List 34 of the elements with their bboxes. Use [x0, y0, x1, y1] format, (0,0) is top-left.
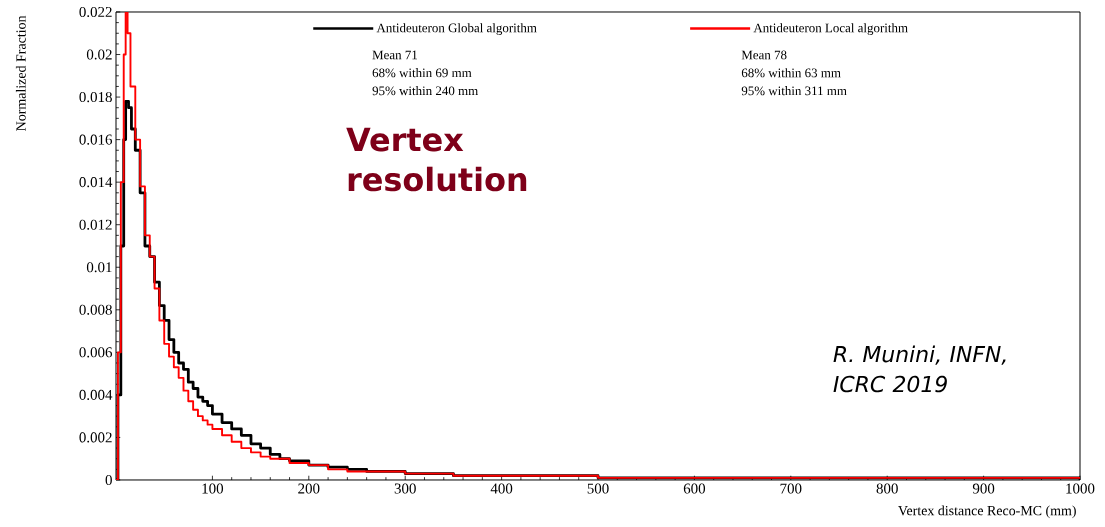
y-tick-label: 0.01 [86, 262, 112, 273]
x-tick-label: 300 [394, 483, 416, 494]
legend-label: Antideuteron Local algorithm [753, 23, 908, 35]
y-tick-label: 0.004 [79, 389, 113, 400]
annotation: 68% within 63 mm [741, 68, 841, 78]
y-tick-label: 0.012 [79, 219, 112, 230]
annotation: 95% within 311 mm [741, 86, 847, 96]
annotation: Mean 78 [741, 50, 787, 60]
x-tick-label: 400 [490, 483, 513, 494]
annotation: Vertex resolution [346, 127, 527, 192]
x-tick-label: 1000 [1066, 483, 1095, 494]
y-tick-label: 0.022 [79, 6, 112, 18]
y-axis-title: Normalized Fraction [15, 15, 26, 131]
y-tick-label: 0.014 [79, 177, 113, 188]
x-tick-label: 500 [587, 483, 609, 494]
y-tick-label: 0.002 [79, 432, 112, 443]
y-tick-label: 0.02 [86, 49, 112, 60]
y-tick-label: 0.018 [79, 92, 112, 103]
annotation: Mean 71 [372, 50, 417, 60]
x-tick-label: 600 [683, 483, 706, 494]
annotation: 68% within 69 mm [372, 68, 472, 78]
y-tick-label: 0 [105, 474, 112, 486]
x-tick-label: 700 [780, 483, 802, 494]
x-tick-label: 900 [972, 483, 995, 494]
annotation: R. Munini, INFN, ICRC 2019 [833, 345, 1006, 393]
annotation: 95% within 240 mm [372, 86, 479, 96]
legend-label: Antideuteron Global algorithm [376, 23, 537, 35]
y-tick-label: 0.016 [79, 134, 113, 145]
y-tick-label: 0.008 [79, 304, 112, 315]
x-tick-label: 800 [876, 483, 898, 494]
x-axis-title: Vertex distance Reco-MC (mm) [898, 505, 1076, 519]
x-tick-label: 200 [298, 483, 320, 494]
y-tick-label: 0.006 [79, 347, 113, 358]
x-tick-label: 100 [202, 483, 224, 494]
